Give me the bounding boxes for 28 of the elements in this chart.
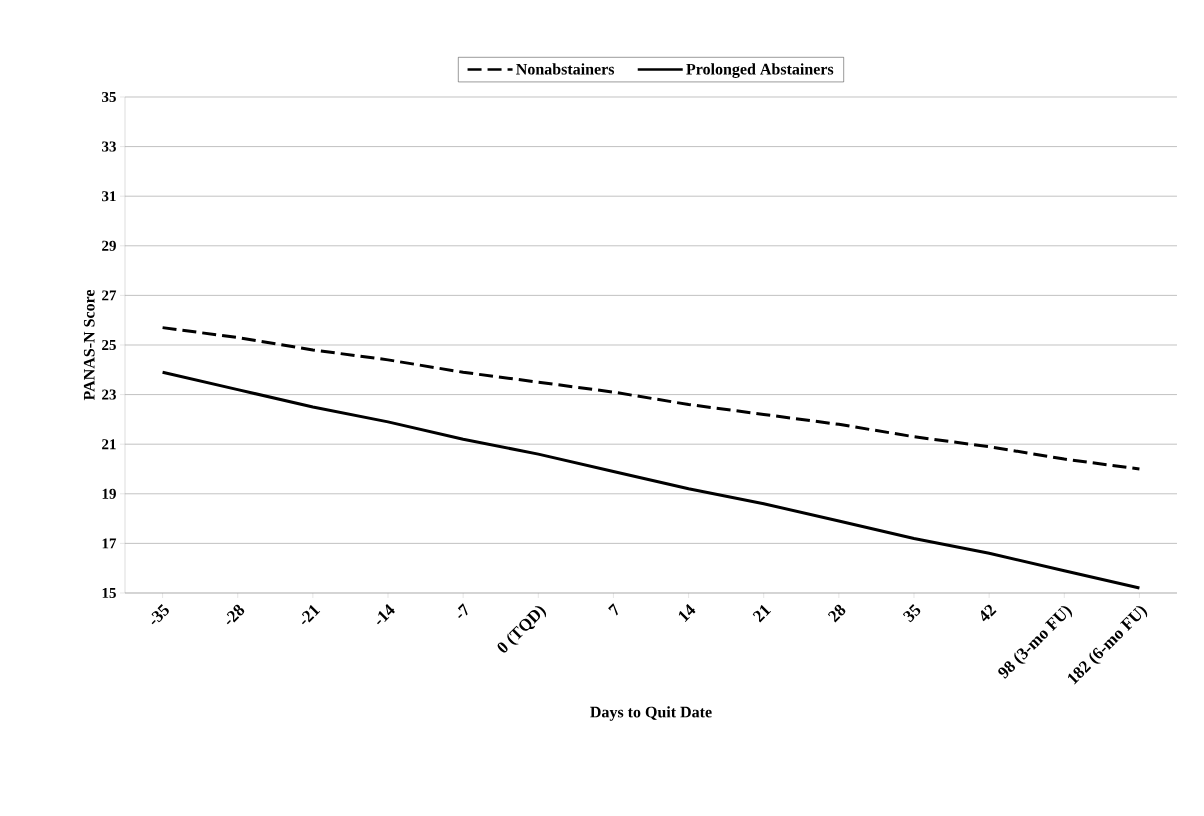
x-tick-label: -21 bbox=[301, 604, 321, 625]
y-tick-label: 33 bbox=[102, 141, 116, 152]
y-tick-label: 27 bbox=[102, 290, 117, 301]
y-tick-label: 15 bbox=[102, 587, 116, 599]
legend-label: Prolonged Abstainers bbox=[686, 63, 834, 78]
x-tick-label: -35 bbox=[151, 604, 169, 625]
x-axis-title: Days to Quit Date bbox=[590, 706, 712, 721]
x-tick-label: 21 bbox=[752, 604, 772, 623]
x-tick-label: 14 bbox=[678, 604, 696, 622]
x-tick-label: 42 bbox=[980, 604, 997, 622]
y-tick-label: 17 bbox=[102, 538, 117, 549]
y-tick-label: 23 bbox=[102, 389, 116, 400]
line-series bbox=[161, 326, 1141, 471]
x-tick-label: 35 bbox=[902, 604, 921, 623]
y-tick-label: 31 bbox=[102, 191, 116, 202]
y-tick-label: 19 bbox=[102, 488, 116, 499]
x-tick-label: 7 bbox=[608, 603, 618, 616]
y-tick-label: 35 bbox=[102, 91, 116, 103]
x-tick-label: -28 bbox=[226, 604, 245, 625]
y-axis-title: PANAS-N Score bbox=[83, 289, 95, 401]
legend-label: Nonabstainers bbox=[516, 63, 615, 75]
line-series bbox=[161, 370, 1141, 590]
x-tick-label: 28 bbox=[827, 604, 846, 623]
x-tick-label: -14 bbox=[377, 604, 395, 625]
x-tick-label: -7 bbox=[457, 603, 468, 619]
y-tick-label: 25 bbox=[102, 339, 116, 351]
y-tick-label: 29 bbox=[102, 240, 116, 251]
y-tick-label: 21 bbox=[102, 439, 116, 450]
